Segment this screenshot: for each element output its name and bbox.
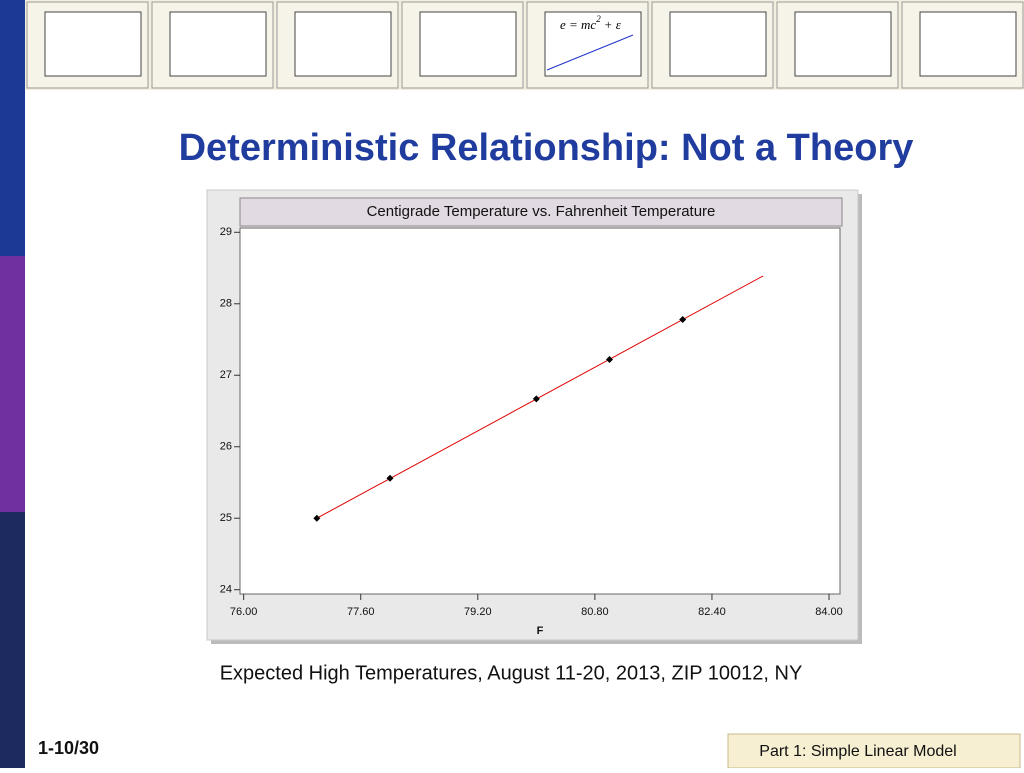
stripe <box>0 256 25 512</box>
x-tick-label: 84.00 <box>815 606 843 618</box>
page-number: 1-10/30 <box>38 738 99 758</box>
equation-part: 2 <box>596 14 601 24</box>
chart-title: Centigrade Temperature vs. Fahrenheit Te… <box>367 203 716 220</box>
y-tick-label: 28 <box>220 298 232 310</box>
equation-part: e = mc <box>560 17 596 32</box>
thumbnail-plot <box>544 11 642 77</box>
banner-thumbnails: e = mc2 + ε <box>26 1 1024 89</box>
x-tick-label: 82.40 <box>698 606 726 618</box>
stripe <box>0 0 25 256</box>
banner-equation: e = mc2 + ε <box>560 14 622 32</box>
equation-part: + ε <box>604 17 622 32</box>
slide-title: Deterministic Relationship: Not a Theory <box>179 127 914 169</box>
stripe <box>0 512 25 768</box>
point <box>532 395 540 403</box>
y-tick-label: 26 <box>220 441 232 453</box>
x-tick-label: 80.80 <box>581 606 609 618</box>
thumbnail-line <box>546 34 634 71</box>
thumbnail-plot <box>794 11 892 77</box>
caption: Expected High Temperatures, August 11-20… <box>220 662 803 684</box>
x-tick-label: 79.20 <box>464 606 492 618</box>
x-axis-label: F <box>537 625 544 637</box>
thumbnail-plot <box>919 11 1017 77</box>
point <box>606 356 614 364</box>
chart-title-bar <box>239 197 843 227</box>
point <box>313 514 321 522</box>
x-tick-label: 77.60 <box>347 606 375 618</box>
thumbnail-plot <box>44 11 142 77</box>
point <box>386 474 394 482</box>
y-tick-label: 27 <box>220 369 232 381</box>
y-tick-label: 29 <box>220 226 232 238</box>
y-tick-label: 24 <box>220 584 232 596</box>
thumbnail-plot <box>294 11 392 77</box>
plot: 24 25 26 27 28 29 76.00 77.60 79.20 80.80 82.40 84.… <box>220 226 843 618</box>
thumbnail-plot <box>419 11 517 77</box>
thumbnail-plot <box>669 11 767 77</box>
x-tick-label: 76.00 <box>230 606 258 618</box>
y-tick-label: 25 <box>220 512 232 524</box>
section-label: Part 1: Simple Linear Model <box>759 743 956 760</box>
thumbnail-plot <box>169 11 267 77</box>
point <box>679 316 687 323</box>
